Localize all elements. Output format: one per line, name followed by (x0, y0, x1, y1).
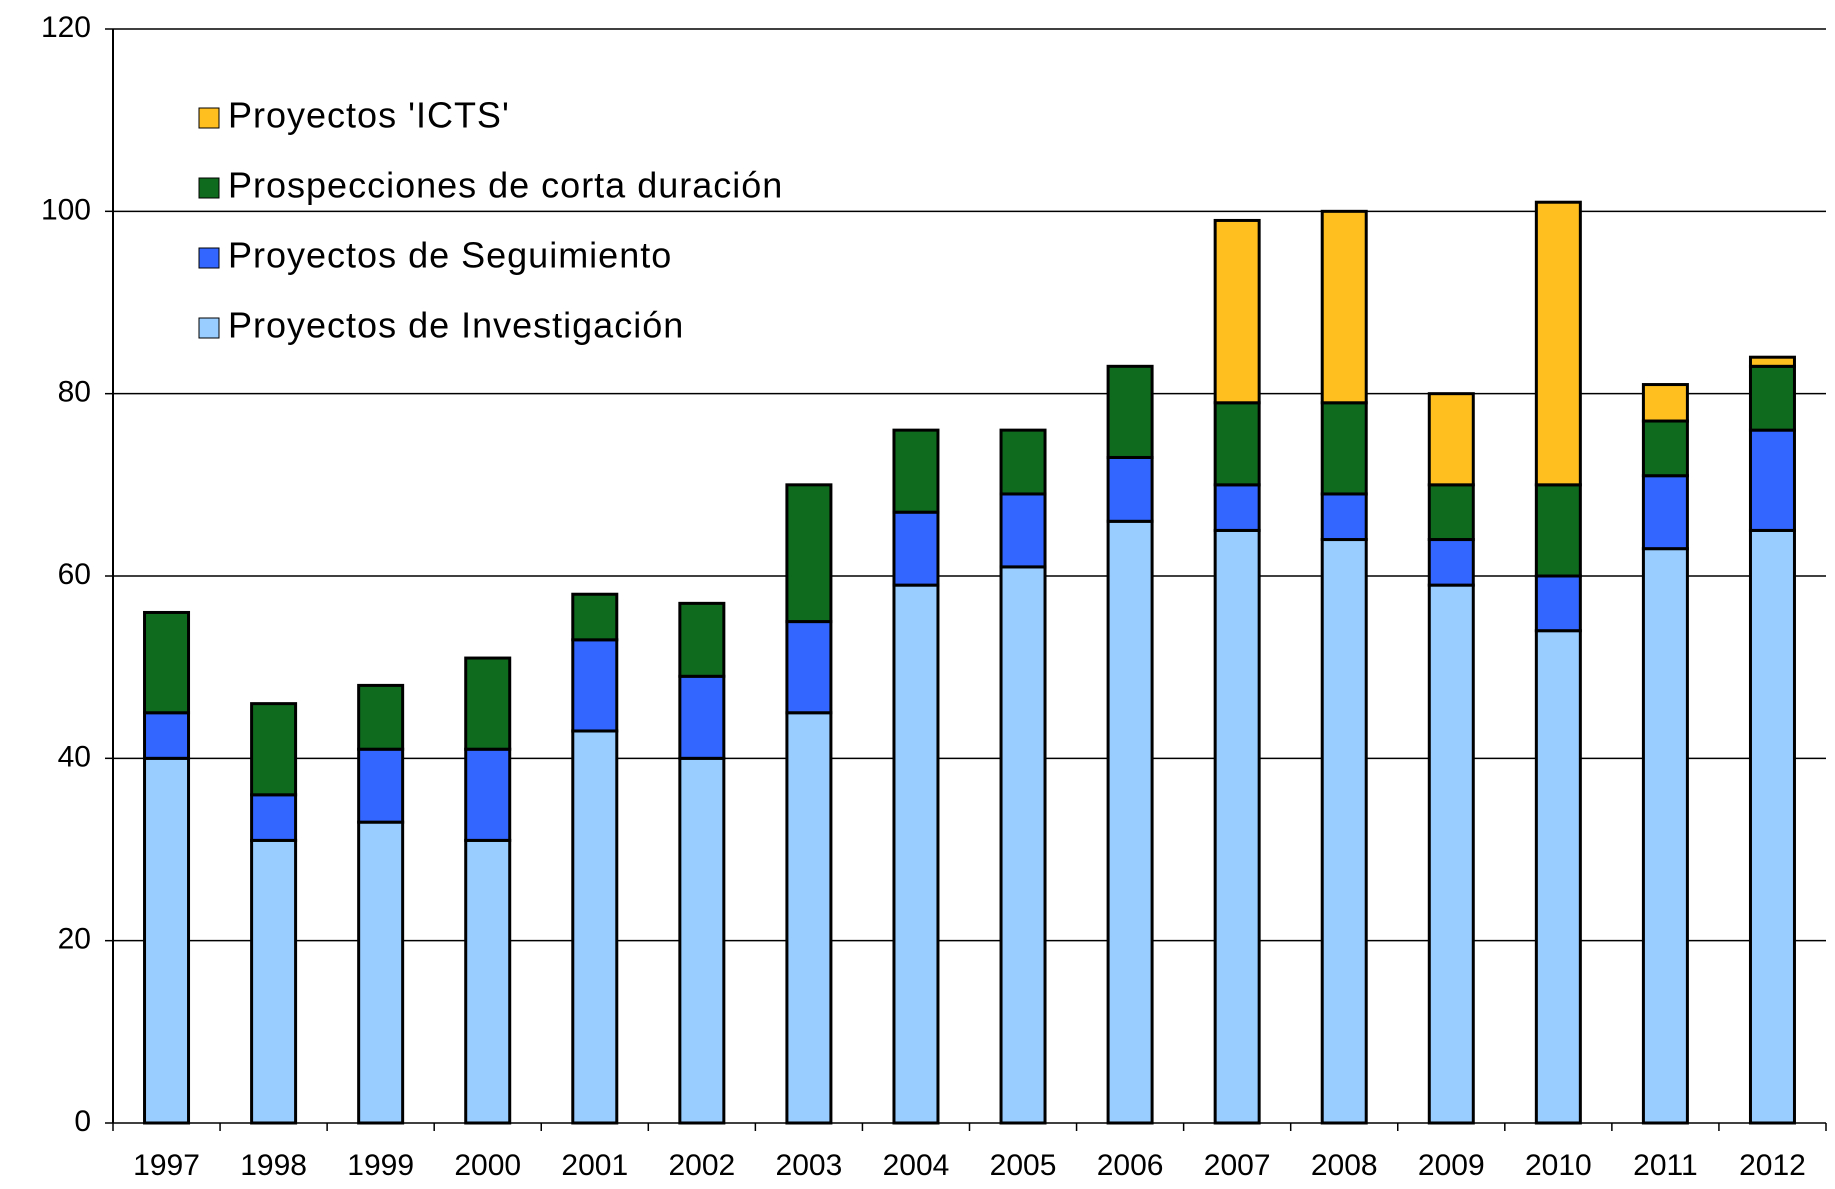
bar-segment (143, 610, 191, 715)
bar-segment (464, 747, 512, 842)
x-tick-label: 2009 (1418, 1149, 1485, 1182)
legend-label: Proyectos de Seguimiento (228, 235, 672, 276)
bar-segment (1320, 538, 1368, 1125)
bar-segment (464, 838, 512, 1125)
legend-label: Proyectos 'ICTS' (228, 95, 510, 136)
bar-segment (1320, 401, 1368, 496)
bar-segment (785, 711, 833, 1125)
y-tick-label: 20 (58, 923, 91, 956)
bar-segment (1106, 364, 1154, 459)
bar-segment (785, 620, 833, 715)
x-tick-label: 1997 (133, 1149, 200, 1182)
bar-segment (1641, 383, 1689, 423)
bar-segment (1106, 519, 1154, 1125)
x-tick-label: 2002 (668, 1149, 735, 1182)
legend-swatch (198, 317, 220, 339)
bar-segment (1213, 483, 1261, 532)
bar-segment (999, 492, 1047, 569)
bar-segment (357, 683, 405, 751)
bar-segment (1320, 492, 1368, 542)
bar-segment (1213, 528, 1261, 1125)
y-tick-label: 100 (41, 193, 91, 226)
bar-segment (1427, 538, 1475, 587)
y-tick-label: 0 (74, 1105, 91, 1138)
bar-segment (250, 702, 298, 797)
bar-segment (1641, 474, 1689, 551)
bar-segment (571, 638, 619, 733)
bar-segment (1213, 401, 1261, 487)
legend-swatch (198, 177, 220, 199)
bar-segment (678, 756, 726, 1125)
bar-segment (1534, 483, 1582, 578)
legend-label: Prospecciones de corta duración (228, 165, 783, 206)
bar-segment (357, 747, 405, 824)
bar-segment (1748, 528, 1796, 1125)
x-tick-label: 2006 (1097, 1149, 1164, 1182)
x-tick-label: 2001 (561, 1149, 628, 1182)
y-tick-label: 60 (58, 558, 91, 591)
x-tick-label: 2005 (990, 1149, 1057, 1182)
legend-swatch (198, 247, 220, 269)
bar-segment (1534, 574, 1582, 633)
x-tick-label: 2011 (1633, 1149, 1698, 1182)
x-tick-label: 2008 (1311, 1149, 1378, 1182)
bar-segment (1427, 583, 1475, 1125)
x-tick-label: 2003 (776, 1149, 843, 1182)
bar-segment (1213, 218, 1261, 405)
bar-segment (1427, 392, 1475, 487)
bar-segment (1427, 483, 1475, 542)
bar-segment (785, 483, 833, 624)
bar-segment (1534, 629, 1582, 1125)
x-tick-label: 1999 (347, 1149, 414, 1182)
bar-segment (250, 838, 298, 1125)
bar-segment (892, 583, 940, 1125)
bar-segment (143, 711, 191, 760)
y-tick-label: 120 (41, 11, 91, 44)
legend-swatch (198, 107, 220, 129)
x-tick-label: 2004 (883, 1149, 950, 1182)
bar-segment (1534, 200, 1582, 487)
bar-segment (1320, 209, 1368, 405)
legend-label: Proyectos de Investigación (228, 305, 684, 346)
bar-segment (678, 674, 726, 760)
bar-segment (1748, 428, 1796, 532)
x-tick-label: 2007 (1204, 1149, 1271, 1182)
bar-segment (1748, 355, 1796, 368)
bar-segment (999, 428, 1047, 496)
bar-segment (999, 565, 1047, 1125)
bar-segment (250, 793, 298, 842)
bar-segment (571, 729, 619, 1125)
bar-segment (464, 656, 512, 751)
bar-segment (892, 428, 940, 514)
x-tick-label: 2012 (1739, 1149, 1806, 1182)
y-tick-label: 40 (58, 740, 91, 773)
x-tick-label: 1998 (240, 1149, 307, 1182)
bar-segment (1106, 455, 1154, 523)
bar-segment (1641, 419, 1689, 478)
y-tick-label: 80 (58, 376, 91, 409)
x-tick-label: 2000 (454, 1149, 521, 1182)
x-tick-label: 2010 (1525, 1149, 1592, 1182)
bar-segment (143, 756, 191, 1125)
bar-segment (1641, 547, 1689, 1125)
bar-segment (892, 510, 940, 587)
bar-segment (571, 592, 619, 642)
bar-segment (1748, 364, 1796, 432)
bar-segment (678, 601, 726, 678)
bar-segment (357, 820, 405, 1125)
